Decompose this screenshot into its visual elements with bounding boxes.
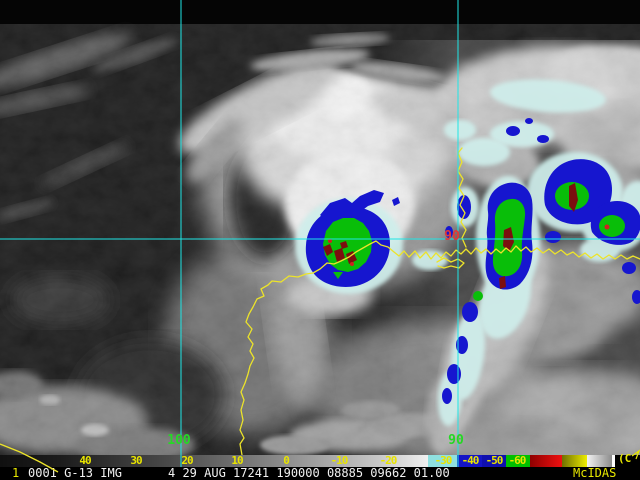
overlay-marks: (C — [0, 443, 640, 473]
scale-tick: 30 — [130, 454, 142, 467]
mcidas-cursor-icon: (C — [618, 449, 640, 465]
scale-seg-yellow — [562, 455, 587, 467]
scale-tick: -30 — [434, 454, 453, 467]
ir-enhancement-overlay — [305, 118, 640, 404]
cursor-crosshair — [0, 0, 640, 455]
status-bar: 1 0001 G-13 IMG 4 29 AUG 17241 190000 08… — [0, 467, 640, 480]
scale-tick: 0 — [283, 454, 290, 467]
scale-seg-blue — [457, 455, 482, 467]
coastline-overlay — [239, 147, 640, 455]
cursor-value-label: 90 — [444, 229, 460, 244]
scale-seg-green — [506, 455, 530, 467]
scale-seg-red — [530, 455, 562, 467]
scale-tick: 40 — [79, 454, 91, 467]
scale-seg-gray — [587, 455, 612, 467]
image-datetime-label: 4 29 AUG 17241 190000 08885 09662 01.00 — [168, 466, 450, 480]
mcidas-brand-label: McIDAS — [573, 466, 617, 480]
scale-seg-white — [612, 455, 615, 467]
scale-seg-black — [615, 455, 640, 467]
image-id-label: 0001 G-13 IMG — [28, 466, 122, 480]
scale-seg-cyan — [428, 455, 457, 467]
longitude-label-90: 90 — [448, 433, 464, 448]
scale-tick: -20 — [379, 454, 398, 467]
temperature-scale-bar: 40 30 20 10 0 -10 -20 -30 -40 -50 -60 — [0, 455, 640, 467]
scale-tick: -60 — [508, 454, 527, 467]
coastline-corner-segment — [0, 443, 59, 473]
longitude-label-100: 100 — [167, 433, 191, 448]
scale-tick: -40 — [461, 454, 480, 467]
scale-tick: -10 — [330, 454, 349, 467]
svg-text:(C: (C — [618, 452, 631, 465]
scale-seg-blue2 — [482, 455, 506, 467]
scale-tick: -50 — [485, 454, 504, 467]
scale-tick: 20 — [181, 454, 193, 467]
frame-number: 1 — [12, 466, 20, 480]
scale-tick: 10 — [231, 454, 243, 467]
